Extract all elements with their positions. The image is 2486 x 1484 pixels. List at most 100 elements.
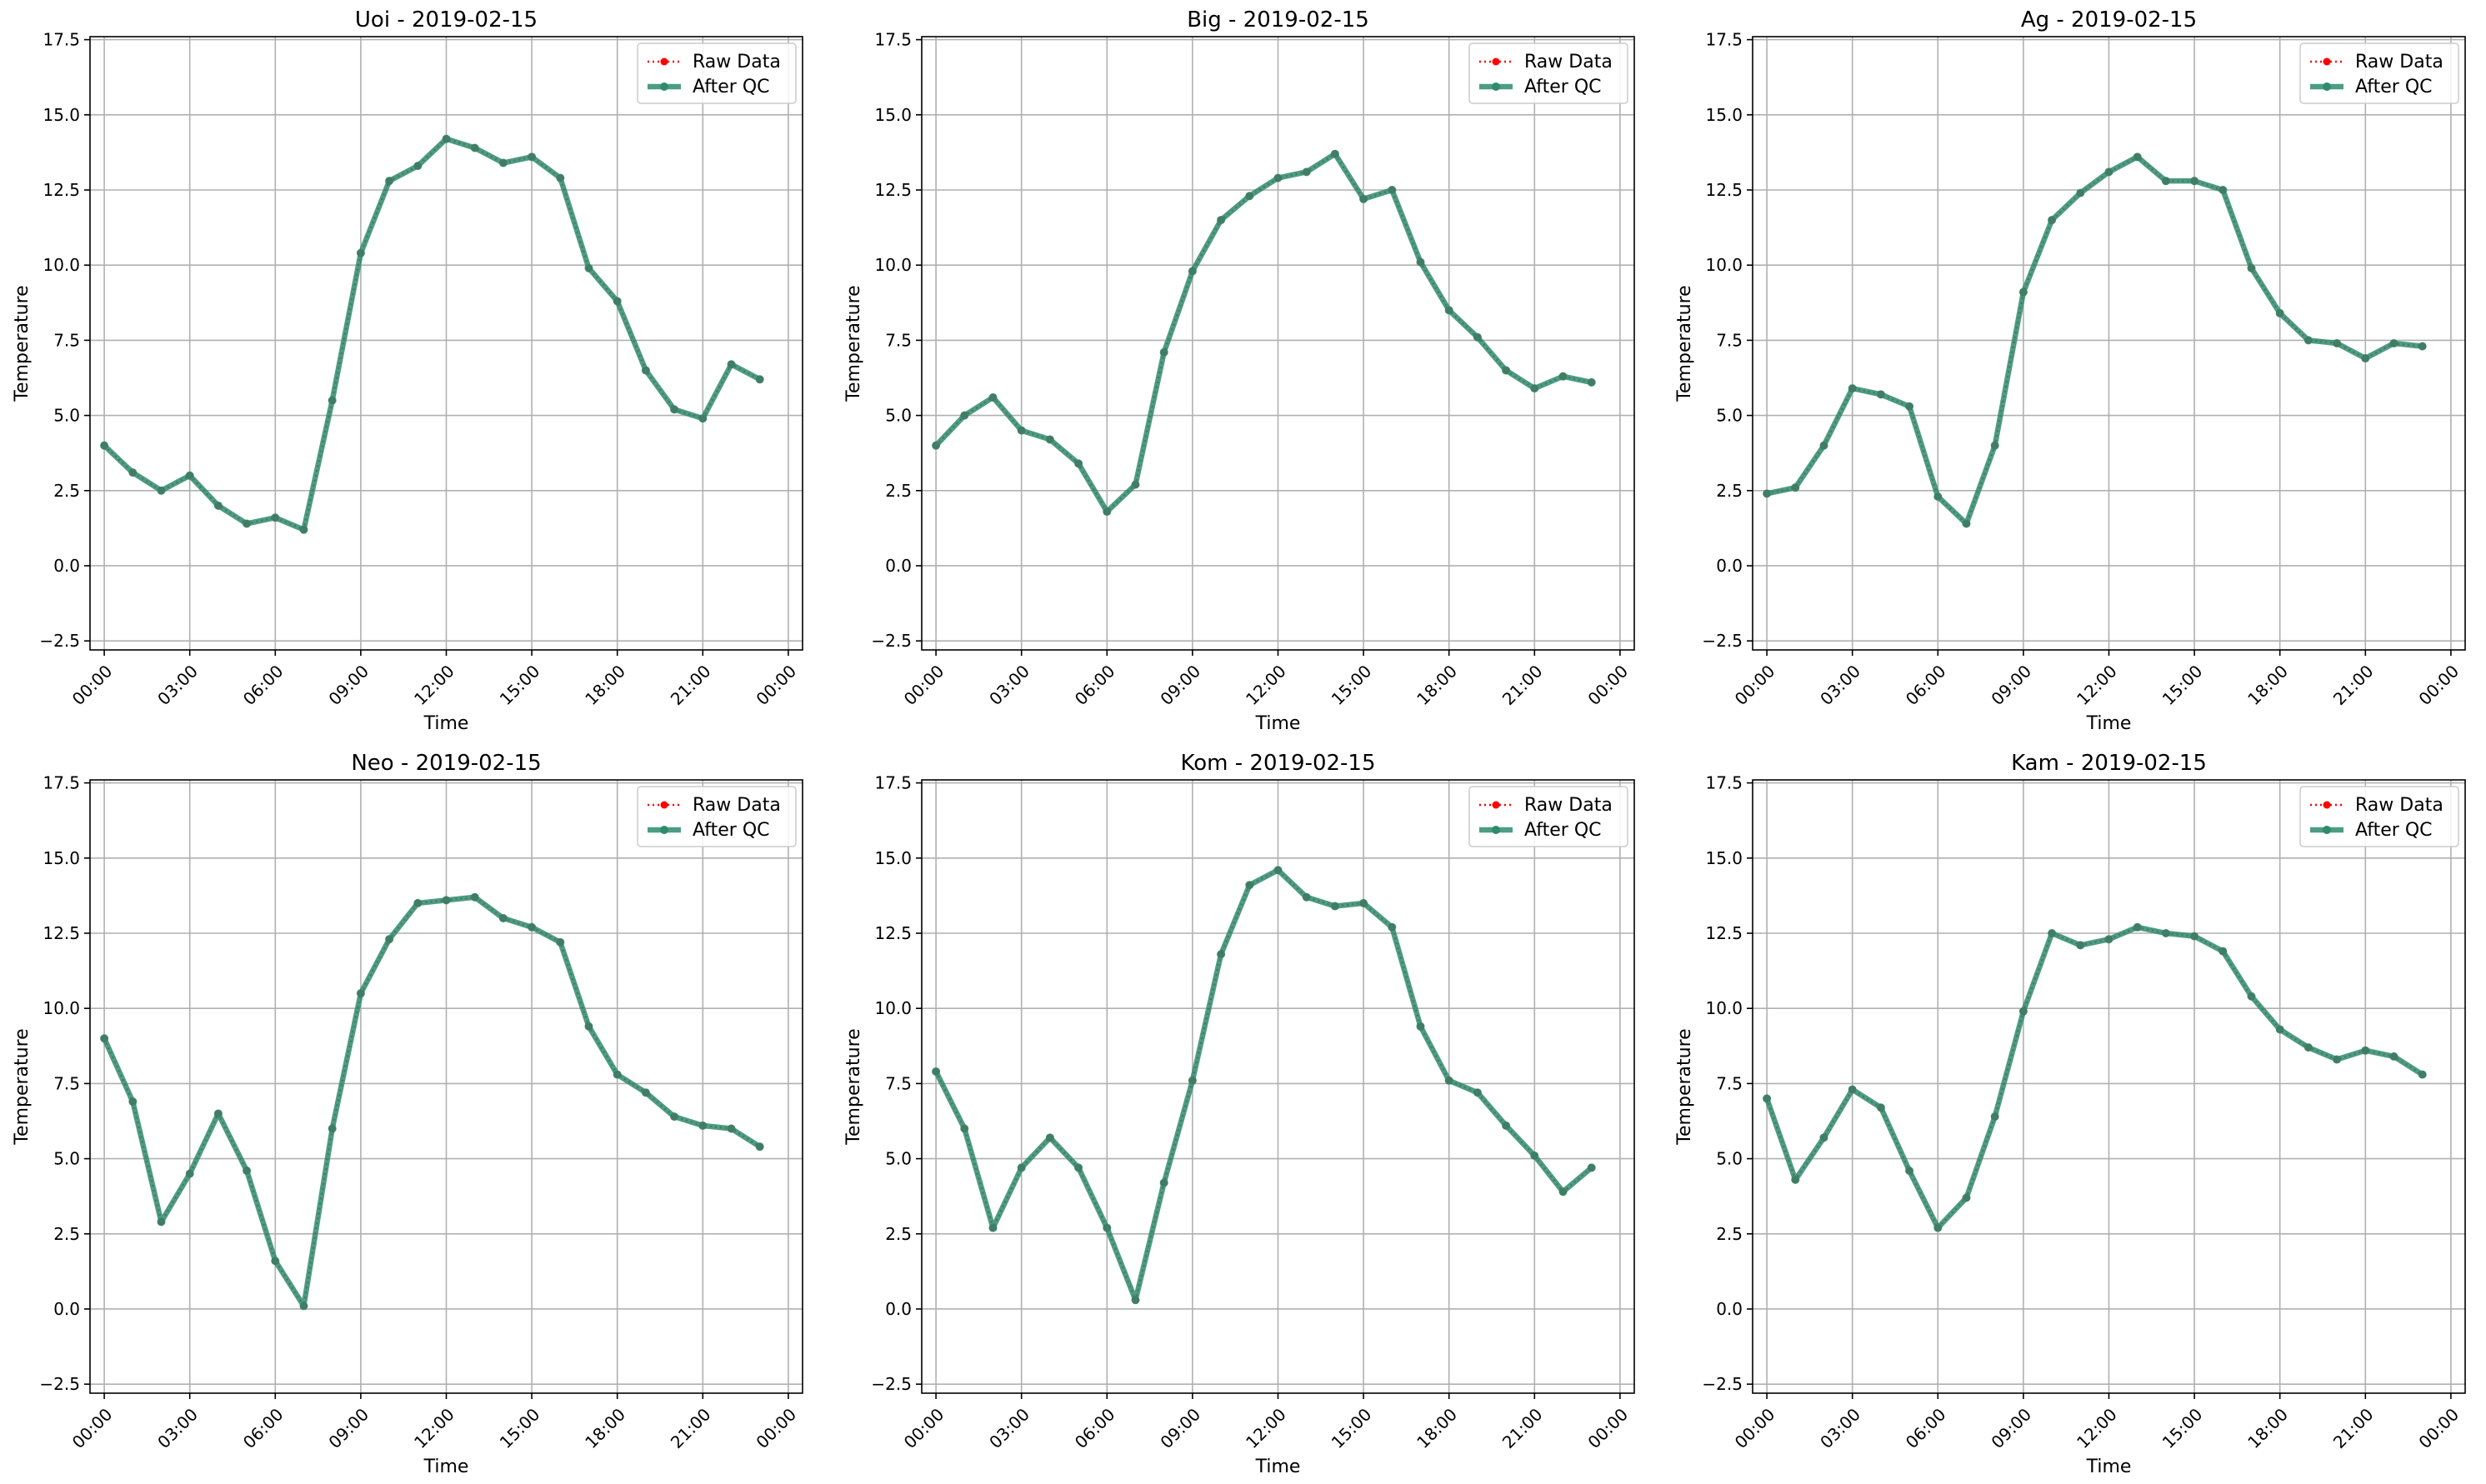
x-tick-label: 15:00 [1328,661,1376,709]
x-tick-label: 00:00 [900,1404,948,1452]
after-qc-point [755,1142,764,1152]
after-qc-point [2303,336,2313,345]
after-qc-point [1587,377,1596,387]
after-qc-point [1131,1296,1140,1305]
after-qc-point [584,263,593,272]
after-qc-point [1245,881,1254,890]
y-tick-label: 15.0 [874,105,912,125]
x-tick-label: 09:00 [1156,1404,1204,1452]
y-tick-label: 17.5 [874,30,912,50]
legend-label-raw-data: Raw Data [693,52,781,72]
x-tick-label: 12:00 [410,1404,458,1452]
after-qc-point [641,366,650,375]
after-qc-point [932,1067,941,1076]
legend-marker-after-qc [1492,826,1500,834]
x-tick-label: 00:00 [1731,661,1779,709]
chart-title: Kom - 2019-02-15 [1181,751,1376,776]
after-qc-point [1330,149,1339,158]
after-qc-point [1444,1076,1453,1085]
after-qc-point [442,134,451,143]
legend: Raw Data After QC [2299,786,2459,847]
x-tick-label: 00:00 [1583,1404,1632,1452]
y-tick-label: 17.5 [874,773,912,793]
after-qc-point [1530,384,1539,393]
after-qc-point [1273,173,1283,182]
after-qc-point [413,162,423,171]
after-qc-point [932,441,941,450]
x-tick-label: 00:00 [68,661,117,709]
legend-marker-raw-data [1492,57,1500,66]
after-qc-point [213,501,223,510]
after-qc-point [1962,1193,1971,1202]
after-qc-point [299,525,308,534]
after-qc-point [1074,459,1083,468]
after-qc-point [1530,1151,1539,1160]
after-qc-point [2247,992,2256,1001]
y-axis-label: Temperature [12,285,33,402]
after-qc-point [185,1169,194,1178]
y-tick-label: 10.0 [1705,998,1743,1018]
after-qc-point [1416,257,1425,267]
y-tick-label: −2.5 [1702,631,1743,651]
x-tick-label: 09:00 [324,661,373,709]
after-qc-point [1159,347,1168,357]
after-qc-point [2104,935,2113,944]
x-tick-label: 06:00 [1071,661,1119,709]
x-tick-label: 00:00 [1731,1404,1779,1452]
after-qc-point [2161,929,2170,937]
legend-label-raw-data: Raw Data [2355,52,2443,72]
x-tick-label: 15:00 [2158,1404,2207,1452]
after-qc-point [2018,1007,2028,1016]
y-tick-label: 7.5 [885,1073,912,1093]
after-qc-point [1131,480,1140,489]
x-tick-label: 12:00 [2073,661,2121,709]
y-tick-label: 5.0 [885,406,912,426]
after-qc-point [1217,216,1226,225]
y-tick-label: 12.5 [43,923,80,943]
x-tick-label: 12:00 [1242,661,1290,709]
after-qc-point [413,898,423,907]
after-qc-point [1045,435,1054,444]
x-axis-label: Time [2086,1457,2132,1477]
after-qc-point [299,1302,308,1311]
y-axis-label: Temperature [12,1028,33,1145]
legend-label-raw-data: Raw Data [1524,52,1613,72]
after-qc-point [988,392,998,402]
x-tick-label: 00:00 [68,1404,117,1452]
after-qc-point [1763,1094,1772,1103]
after-qc-point [1245,192,1254,201]
after-qc-point [100,441,109,450]
x-axis-label: Time [1255,713,1301,734]
y-tick-label: 15.0 [43,105,80,125]
legend-marker-after-qc [2323,82,2331,91]
after-qc-point [1388,922,1397,932]
y-tick-label: 7.5 [1716,1073,1743,1093]
x-tick-label: 09:00 [324,1404,373,1452]
after-qc-point [2275,1025,2284,1034]
legend-label-raw-data: Raw Data [2355,795,2443,816]
after-qc-point [213,1109,223,1118]
after-qc-point [100,1034,109,1043]
x-tick-label: 18:00 [581,661,629,709]
x-tick-label: 00:00 [900,661,948,709]
y-axis-label: Temperature [843,1028,864,1145]
chart-title: Uoi - 2019-02-15 [355,7,538,32]
after-qc-point [1330,902,1339,911]
after-qc-point [727,1124,736,1133]
y-tick-label: 10.0 [43,998,80,1018]
after-qc-point [1416,1022,1425,1031]
after-qc-point [698,1121,708,1130]
after-qc-point [356,248,365,257]
x-tick-label: 03:00 [153,1404,202,1452]
after-qc-point [2333,1055,2342,1064]
x-tick-label: 12:00 [1242,1404,1290,1452]
x-tick-label: 09:00 [1987,661,2035,709]
after-qc-point [2247,263,2256,272]
y-tick-label: 2.5 [53,481,80,501]
after-qc-point [960,411,969,420]
legend-marker-raw-data [1492,801,1500,809]
y-tick-label: 15.0 [1705,105,1743,125]
x-tick-label: 03:00 [1816,661,1864,709]
after-qc-point [556,173,565,182]
after-qc-point [755,375,764,384]
